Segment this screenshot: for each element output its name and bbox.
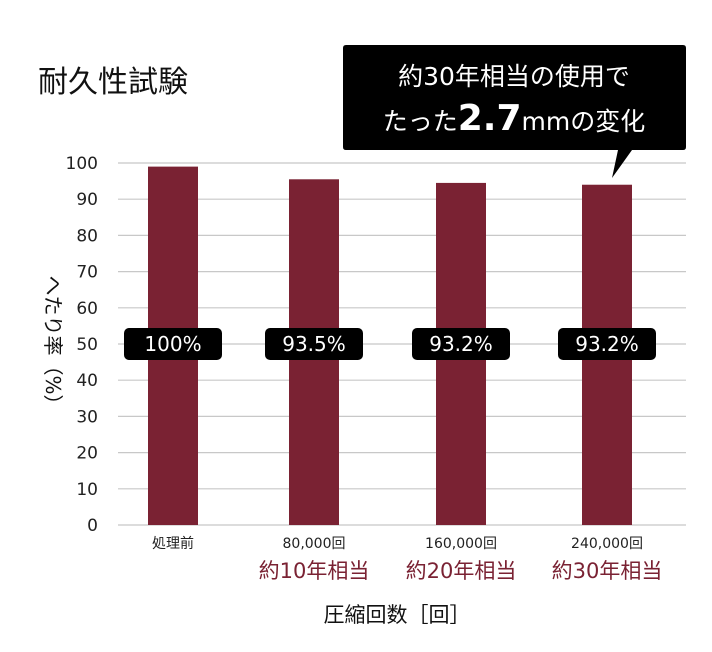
annotation-callout-box [343,45,686,178]
data-label-box [412,328,510,360]
y-tick-label: 30 [76,407,98,427]
annotation-callout: 約30年相当の使用で たった2.7mmの変化 [343,45,686,178]
annotation-line1: 約30年相当の使用で [398,62,630,91]
annotation-line2-value: 2.7 [458,98,522,139]
chart-title: 耐久性試験 [38,65,188,100]
x-tick-sublabel: 約20年相当 [406,559,517,583]
y-tick-label: 0 [87,516,98,536]
x-tick-sublabel: 約10年相当 [259,559,370,583]
x-tick-label: 160,000回 [425,536,497,552]
y-axis-ticks: 0 10 20 30 40 50 60 70 80 90 100 [66,154,98,536]
data-label-box [265,328,363,360]
y-tick-label: 10 [76,480,98,500]
x-tick-sublabel: 約30年相当 [552,559,663,583]
x-tick-label: 処理前 [152,535,194,552]
y-tick-label: 70 [76,263,98,283]
annotation-line2-suffix: の変化 [570,107,645,136]
y-tick-label: 40 [76,371,98,391]
y-tick-label: 80 [76,226,98,246]
annotation-line2: たった2.7mmの変化 [383,98,646,139]
y-tick-label: 100 [66,154,98,174]
y-tick-label: 20 [76,444,98,464]
y-tick-label: 90 [76,190,98,210]
data-label-box [124,328,222,360]
data-labels: 100% 93.5% 93.2% 93.2% [124,328,656,360]
data-label-box [558,328,656,360]
annotation-line2-prefix: たった [383,107,458,136]
data-label: 93.2% [429,332,493,356]
y-tick-label: 60 [76,299,98,319]
data-label: 93.5% [282,332,346,356]
x-tick-label: 240,000回 [571,536,643,552]
data-label: 100% [144,332,201,356]
y-tick-label: 50 [76,335,98,355]
x-axis-label: 圧縮回数［回］ [324,603,471,627]
x-tick-label: 80,000回 [283,536,346,552]
y-axis-label: へたり率（%） [41,275,65,414]
annotation-line2-unit: mm [522,107,571,136]
data-label: 93.2% [575,332,639,356]
